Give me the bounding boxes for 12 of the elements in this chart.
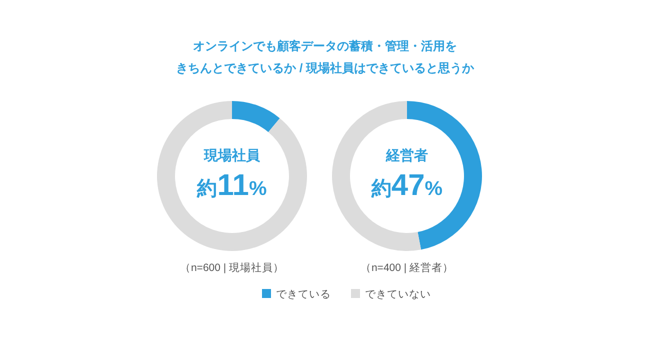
legend-label: できている bbox=[276, 288, 331, 300]
text: 経営者 bbox=[385, 147, 428, 163]
legend-label: できていない bbox=[365, 288, 431, 300]
text: 約11% bbox=[196, 169, 267, 202]
text: 現場社員 bbox=[203, 147, 261, 163]
text: （n=600 | 現場社員） bbox=[180, 261, 284, 274]
text: 約47% bbox=[370, 169, 443, 202]
text: （n=400 | 経営者） bbox=[360, 261, 454, 274]
chart-title: オンラインでも顧客データの蓄積・管理・活用を bbox=[193, 39, 457, 53]
donut-slice bbox=[232, 101, 280, 132]
donut-slice bbox=[157, 101, 307, 251]
chart-subtitle: きちんとできているか / 現場社員はできていると思うか bbox=[176, 61, 475, 75]
